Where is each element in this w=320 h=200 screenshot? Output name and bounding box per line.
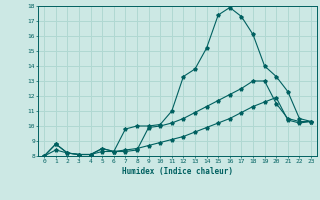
X-axis label: Humidex (Indice chaleur): Humidex (Indice chaleur) — [122, 167, 233, 176]
